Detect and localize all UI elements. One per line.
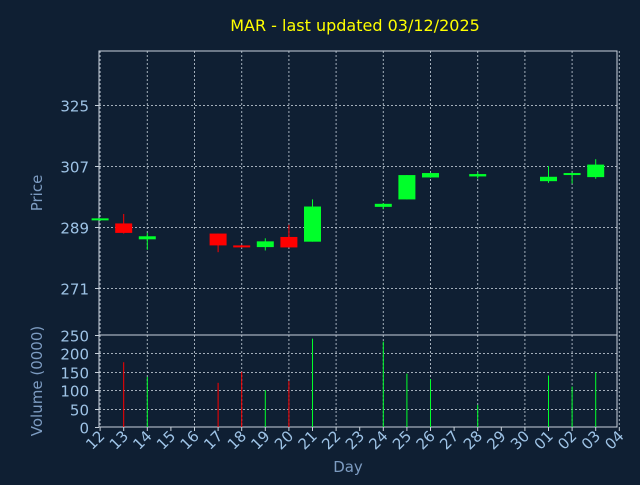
candle-body — [469, 174, 487, 177]
volume-grid — [99, 335, 620, 427]
x-tick-label: 26 — [413, 427, 439, 453]
x-tick-label: 04 — [601, 427, 627, 453]
candle-body — [91, 218, 109, 221]
price-axis: 271 289 307 325 — [60, 98, 99, 299]
x-tick-label: 18 — [224, 427, 250, 453]
volume-plot-frame — [98, 334, 618, 428]
candle-body — [138, 236, 156, 240]
x-tick-label: 22 — [318, 427, 344, 453]
x-axis-label: Day — [333, 458, 363, 476]
price-tick-label: 325 — [60, 98, 89, 116]
candle-body — [587, 164, 605, 178]
candle-body — [280, 236, 298, 248]
x-tick-label: 27 — [436, 427, 462, 453]
x-tick-label: 17 — [200, 427, 226, 453]
candle-body — [540, 176, 557, 182]
x-tick-label: 03 — [578, 427, 604, 453]
volume-tick-label: 100 — [60, 383, 89, 401]
volume-tick-label: 150 — [60, 365, 89, 383]
x-tick-label: 13 — [106, 427, 132, 453]
volume-tick-label: 200 — [60, 346, 89, 364]
volume-tick-label: 50 — [70, 402, 89, 420]
candle-body — [374, 203, 392, 207]
price-tick-label: 307 — [60, 159, 89, 177]
volume-axis-label: Volume (0000) — [28, 326, 46, 436]
x-tick-label: 20 — [271, 427, 297, 453]
x-tick-label: 02 — [554, 427, 580, 453]
x-tick-label: 29 — [483, 427, 509, 453]
candle-body — [256, 241, 274, 248]
price-grid — [99, 51, 620, 335]
x-tick-label: 25 — [389, 427, 415, 453]
candle-body — [233, 245, 251, 248]
x-tick-label: 28 — [460, 427, 486, 453]
candle-body — [398, 175, 416, 200]
x-tick-label: 14 — [129, 427, 155, 453]
x-tick-label: 23 — [342, 427, 368, 453]
volume-bars — [123, 338, 597, 427]
volume-tick-label: 250 — [60, 328, 89, 346]
x-axis: 1213141516171819202122232425262728293001… — [82, 427, 628, 453]
x-tick-label: 16 — [177, 427, 203, 453]
price-axis-label: Price — [28, 175, 46, 212]
price-tick-label: 271 — [60, 281, 89, 299]
candle-body — [563, 173, 581, 176]
candle-body — [209, 233, 227, 246]
candles — [91, 159, 605, 253]
chart-title: MAR - last updated 03/12/2025 — [230, 16, 480, 35]
candle-body — [115, 223, 133, 233]
price-plot-frame — [98, 50, 618, 336]
volume-tick-label: 0 — [79, 420, 89, 438]
candle-body — [422, 173, 439, 178]
x-tick-label: 01 — [531, 427, 557, 453]
x-tick-label: 21 — [295, 427, 321, 453]
x-tick-label: 30 — [507, 427, 533, 453]
price-tick-label: 289 — [60, 220, 89, 238]
candle-body — [304, 206, 321, 242]
x-tick-label: 15 — [153, 427, 179, 453]
x-tick-label: 24 — [365, 427, 391, 453]
x-tick-label: 19 — [247, 427, 273, 453]
